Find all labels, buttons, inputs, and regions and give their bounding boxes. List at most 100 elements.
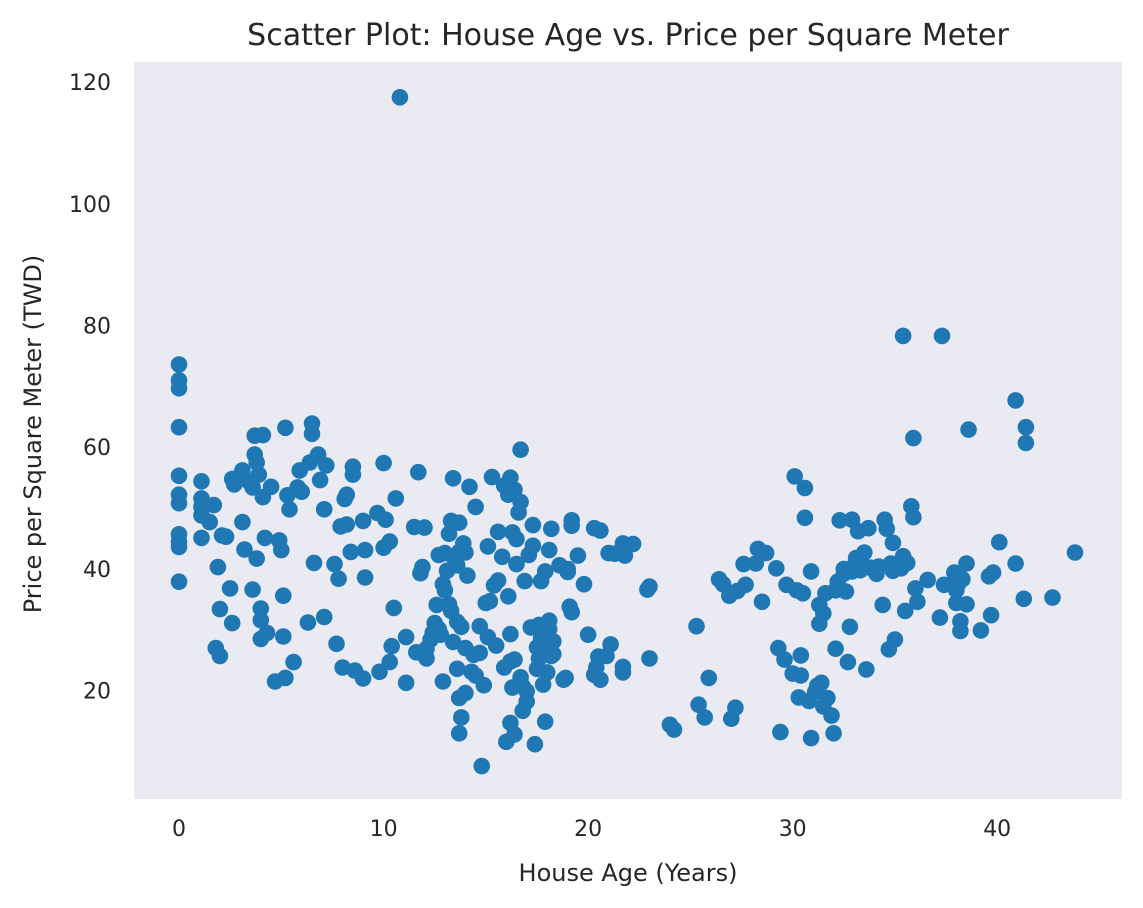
data-point-251 — [737, 576, 754, 594]
data-point-76 — [338, 486, 356, 504]
data-point-15 — [193, 529, 210, 547]
data-point-272 — [802, 729, 820, 747]
data-point-88 — [375, 454, 392, 472]
data-point-188 — [526, 735, 544, 753]
data-point-317 — [896, 602, 914, 620]
data-point-318 — [898, 554, 916, 572]
y-tick-label-120: 120 — [69, 71, 111, 96]
data-point-183 — [518, 683, 535, 700]
data-point-90 — [377, 511, 394, 528]
data-point-236 — [641, 578, 658, 595]
data-point-98 — [397, 628, 415, 646]
data-point-17 — [205, 496, 223, 514]
data-point-171 — [506, 726, 523, 743]
data-point-70 — [326, 555, 343, 573]
data-point-60 — [299, 614, 317, 631]
data-point-224 — [592, 522, 609, 539]
data-point-28 — [234, 513, 251, 531]
data-point-46 — [262, 478, 280, 496]
data-point-145 — [471, 644, 489, 662]
data-point-256 — [768, 560, 785, 577]
data-point-279 — [815, 605, 832, 622]
data-point-346 — [1017, 434, 1035, 452]
data-point-181 — [516, 572, 533, 590]
data-point-333 — [952, 622, 969, 640]
data-point-219 — [579, 626, 597, 643]
data-point-234 — [624, 535, 642, 553]
data-point-103 — [414, 558, 431, 576]
data-point-127 — [448, 660, 466, 678]
data-point-80 — [344, 458, 362, 476]
data-point-67 — [315, 501, 333, 518]
data-point-27 — [225, 476, 243, 493]
y-tick-label-20: 20 — [83, 680, 111, 705]
data-point-95 — [387, 490, 405, 507]
data-point-152 — [481, 592, 499, 610]
data-point-123 — [444, 470, 462, 487]
data-point-206 — [545, 645, 562, 663]
data-point-156 — [489, 523, 507, 541]
data-point-72 — [330, 570, 347, 587]
data-point-237 — [641, 650, 658, 667]
data-point-173 — [508, 530, 525, 548]
data-point-197 — [536, 713, 554, 730]
data-point-349 — [1066, 544, 1084, 561]
data-point-3 — [170, 418, 188, 436]
data-point-167 — [502, 625, 519, 643]
data-point-10 — [170, 573, 188, 590]
data-point-338 — [972, 622, 990, 639]
data-point-225 — [592, 671, 609, 688]
data-point-302 — [860, 519, 877, 537]
data-point-176 — [512, 493, 529, 511]
data-point-50 — [275, 587, 292, 604]
data-point-68 — [315, 608, 333, 626]
data-point-313 — [886, 631, 904, 648]
data-point-16 — [201, 513, 218, 531]
data-point-134 — [453, 618, 470, 636]
data-point-64 — [305, 554, 323, 572]
data-point-342 — [991, 533, 1008, 551]
data-point-217 — [569, 547, 587, 564]
data-point-281 — [819, 689, 836, 707]
data-point-292 — [841, 618, 859, 636]
data-point-271 — [802, 563, 820, 580]
data-point-212 — [559, 563, 576, 581]
data-point-38 — [250, 466, 268, 483]
data-point-269 — [796, 509, 814, 527]
data-point-259 — [776, 651, 793, 668]
data-point-92 — [381, 653, 399, 671]
data-point-301 — [858, 661, 875, 678]
data-point-322 — [907, 580, 924, 597]
data-point-337 — [960, 421, 977, 438]
data-point-96 — [391, 89, 409, 106]
data-point-116 — [436, 582, 454, 599]
data-point-82 — [354, 512, 372, 530]
data-point-56 — [285, 653, 302, 671]
data-point-52 — [277, 669, 294, 687]
data-point-51 — [275, 628, 292, 645]
data-point-216 — [563, 512, 580, 529]
data-point-143 — [467, 498, 484, 516]
data-point-210 — [557, 669, 574, 687]
data-point-198 — [536, 563, 554, 580]
data-point-285 — [827, 640, 844, 657]
data-point-24 — [221, 580, 239, 597]
data-point-49 — [273, 541, 290, 559]
data-point-84 — [356, 569, 374, 586]
data-point-59 — [293, 483, 311, 501]
data-point-267 — [794, 585, 812, 602]
data-point-158 — [493, 548, 511, 566]
data-point-130 — [450, 514, 468, 531]
x-tick-label-20: 20 — [574, 817, 602, 842]
data-point-343 — [1007, 555, 1024, 572]
data-point-94 — [385, 599, 403, 617]
data-point-239 — [665, 721, 683, 738]
data-point-140 — [461, 478, 478, 496]
data-point-255 — [757, 544, 775, 562]
data-point-233 — [616, 547, 634, 564]
data-point-170 — [506, 651, 523, 668]
data-point-139 — [459, 567, 476, 584]
data-point-155 — [487, 637, 505, 654]
data-point-136 — [457, 544, 474, 561]
